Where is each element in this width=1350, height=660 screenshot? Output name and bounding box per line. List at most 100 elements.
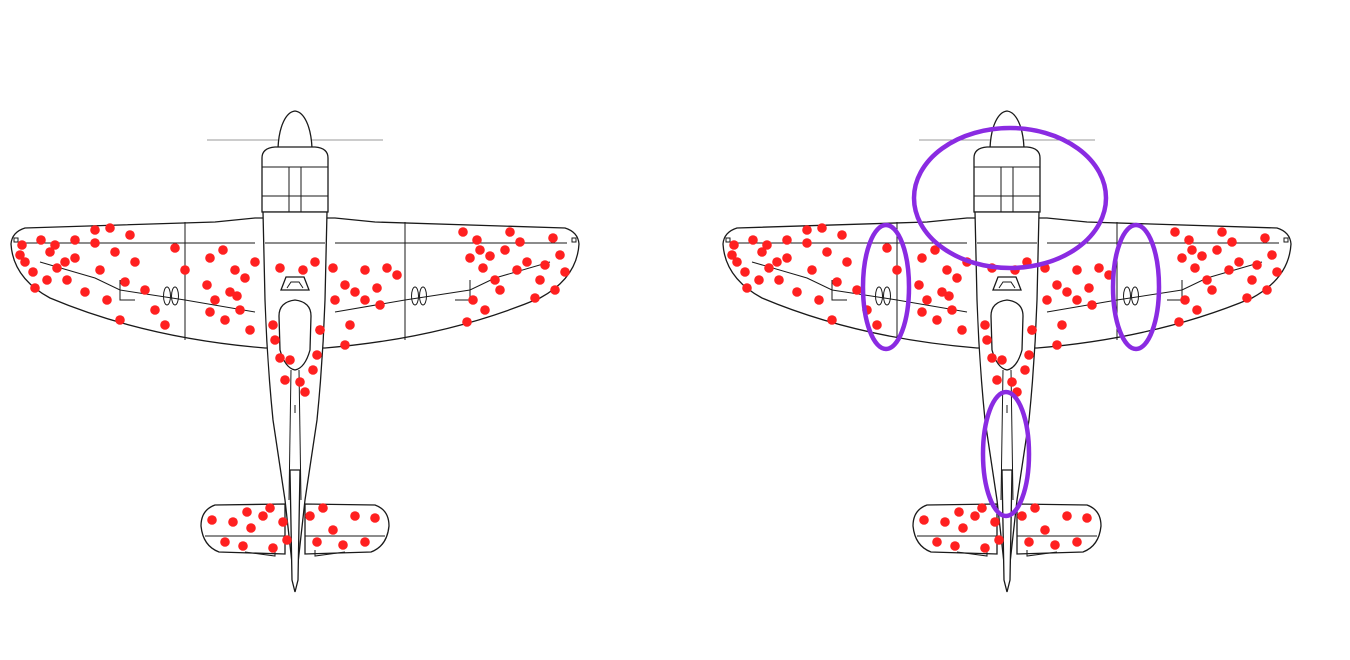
bullet-hole-dot-icon (282, 535, 292, 545)
bullet-hole-dot-icon (105, 223, 115, 233)
bullet-hole-dot-icon (298, 265, 308, 275)
bullet-hole-dot-icon (228, 517, 238, 527)
bullet-hole-dot-icon (240, 273, 250, 283)
bullet-hole-dot-icon (1262, 285, 1272, 295)
bullet-hole-dot-icon (340, 340, 350, 350)
bullet-hole-dot-icon (1207, 285, 1217, 295)
bullet-hole-dot-icon (817, 223, 827, 233)
bullet-hole-dot-icon (1040, 525, 1050, 535)
bullet-hole-dot-icon (42, 275, 52, 285)
bullet-hole-dot-icon (837, 230, 847, 240)
bullet-hole-dot-icon (360, 265, 370, 275)
bullet-hole-dot-icon (748, 235, 758, 245)
fighter-plane-icon (722, 110, 1292, 593)
bullet-hole-dot-icon (764, 263, 774, 273)
bullet-hole-dot-icon (120, 277, 130, 287)
bullet-hole-dot-icon (842, 257, 852, 267)
bullet-hole-dot-icon (370, 513, 380, 523)
bullet-hole-dot-icon (350, 511, 360, 521)
bullet-hole-dot-icon (1082, 513, 1092, 523)
bullet-hole-dot-icon (1227, 237, 1237, 247)
bullet-hole-dot-icon (512, 265, 522, 275)
bullet-hole-dot-icon (490, 275, 500, 285)
bullet-hole-dot-icon (220, 315, 230, 325)
bullet-hole-dot-icon (345, 320, 355, 330)
bullet-hole-dot-icon (328, 525, 338, 535)
bullet-hole-dot-icon (45, 247, 55, 257)
bullet-hole-dot-icon (1180, 295, 1190, 305)
bullet-hole-dot-icon (1052, 340, 1062, 350)
bullet-hole-dot-icon (807, 265, 817, 275)
bullet-hole-dot-icon (762, 240, 772, 250)
bullet-hole-dot-icon (295, 377, 305, 387)
bullet-hole-dot-icon (350, 287, 360, 297)
bullet-hole-dot-icon (892, 265, 902, 275)
bullet-hole-dot-icon (980, 543, 990, 553)
bullet-hole-dot-icon (1184, 235, 1194, 245)
bullet-hole-dot-icon (62, 275, 72, 285)
bullet-hole-dot-icon (980, 320, 990, 330)
bullet-hole-dot-icon (170, 243, 180, 253)
bullet-hole-dot-icon (1084, 283, 1094, 293)
bullet-hole-dot-icon (942, 265, 952, 275)
bullet-hole-dot-icon (740, 267, 750, 277)
bullet-hole-dot-icon (340, 280, 350, 290)
bullet-hole-dot-icon (328, 263, 338, 273)
bullet-hole-dot-icon (500, 245, 510, 255)
bullet-hole-dot-icon (280, 375, 290, 385)
bullet-hole-dot-icon (932, 537, 942, 547)
bullet-hole-dot-icon (102, 295, 112, 305)
bullet-hole-dot-icon (954, 507, 964, 517)
bullet-hole-dot-icon (80, 287, 90, 297)
bullet-hole-dot-icon (475, 245, 485, 255)
bullet-hole-dot-icon (115, 315, 125, 325)
bullet-hole-dot-icon (1007, 377, 1017, 387)
bullet-hole-dot-icon (1094, 263, 1104, 273)
bullet-hole-dot-icon (210, 295, 220, 305)
bullet-hole-dot-icon (308, 365, 318, 375)
bullet-hole-dot-icon (207, 515, 217, 525)
bullet-hole-dot-icon (205, 253, 215, 263)
bullet-hole-dot-icon (268, 543, 278, 553)
bullet-hole-dot-icon (1192, 305, 1202, 315)
bullet-hole-dot-icon (218, 245, 228, 255)
bullet-hole-dot-icon (300, 387, 310, 397)
bullet-hole-dot-icon (505, 227, 515, 237)
highlight-rings (860, 125, 1162, 519)
bullet-hole-dot-icon (1190, 263, 1200, 273)
bullet-hole-dot-icon (947, 305, 957, 315)
bullet-hole-dot-icon (372, 283, 382, 293)
fighter-plane-icon (10, 110, 580, 593)
bullet-hole-dot-icon (530, 293, 540, 303)
bullet-hole-dot-icon (180, 265, 190, 275)
bullet-hole-dot-icon (937, 287, 947, 297)
engine-highlight-ellipse-icon (911, 125, 1109, 271)
bullet-hole-dot-icon (560, 267, 570, 277)
bullet-hole-dot-icon (60, 257, 70, 267)
left-panel (10, 110, 580, 593)
bullet-hole-dot-icon (225, 287, 235, 297)
bullet-hole-dot-icon (754, 275, 764, 285)
bullet-hole-dot-icon (318, 503, 328, 513)
bullet-hole-dot-icon (550, 285, 560, 295)
bullet-hole-dot-icon (1072, 295, 1082, 305)
bullet-hole-dot-icon (245, 325, 255, 335)
bullet-hole-dot-icon (125, 230, 135, 240)
bullet-hole-dot-icon (994, 535, 1004, 545)
bullet-hole-dot-icon (392, 270, 402, 280)
bullet-hole-dot-icon (465, 253, 475, 263)
bullet-hole-dot-icon (782, 253, 792, 263)
bullet-hole-dot-icon (1242, 293, 1252, 303)
bullet-hole-dot-icon (330, 295, 340, 305)
bullet-hole-dot-icon (375, 300, 385, 310)
bullet-hole-dot-icon (268, 320, 278, 330)
bullet-hole-dot-icon (485, 251, 495, 261)
bullet-hole-dot-icon (919, 515, 929, 525)
bullet-hole-dot-icon (250, 257, 260, 267)
bullet-holes-left (15, 223, 570, 553)
bullet-hole-dot-icon (958, 523, 968, 533)
bullet-hole-dot-icon (20, 257, 30, 267)
bullet-hole-dot-icon (729, 240, 739, 250)
bullet-hole-dot-icon (1027, 325, 1037, 335)
bullet-hole-dot-icon (458, 227, 468, 237)
